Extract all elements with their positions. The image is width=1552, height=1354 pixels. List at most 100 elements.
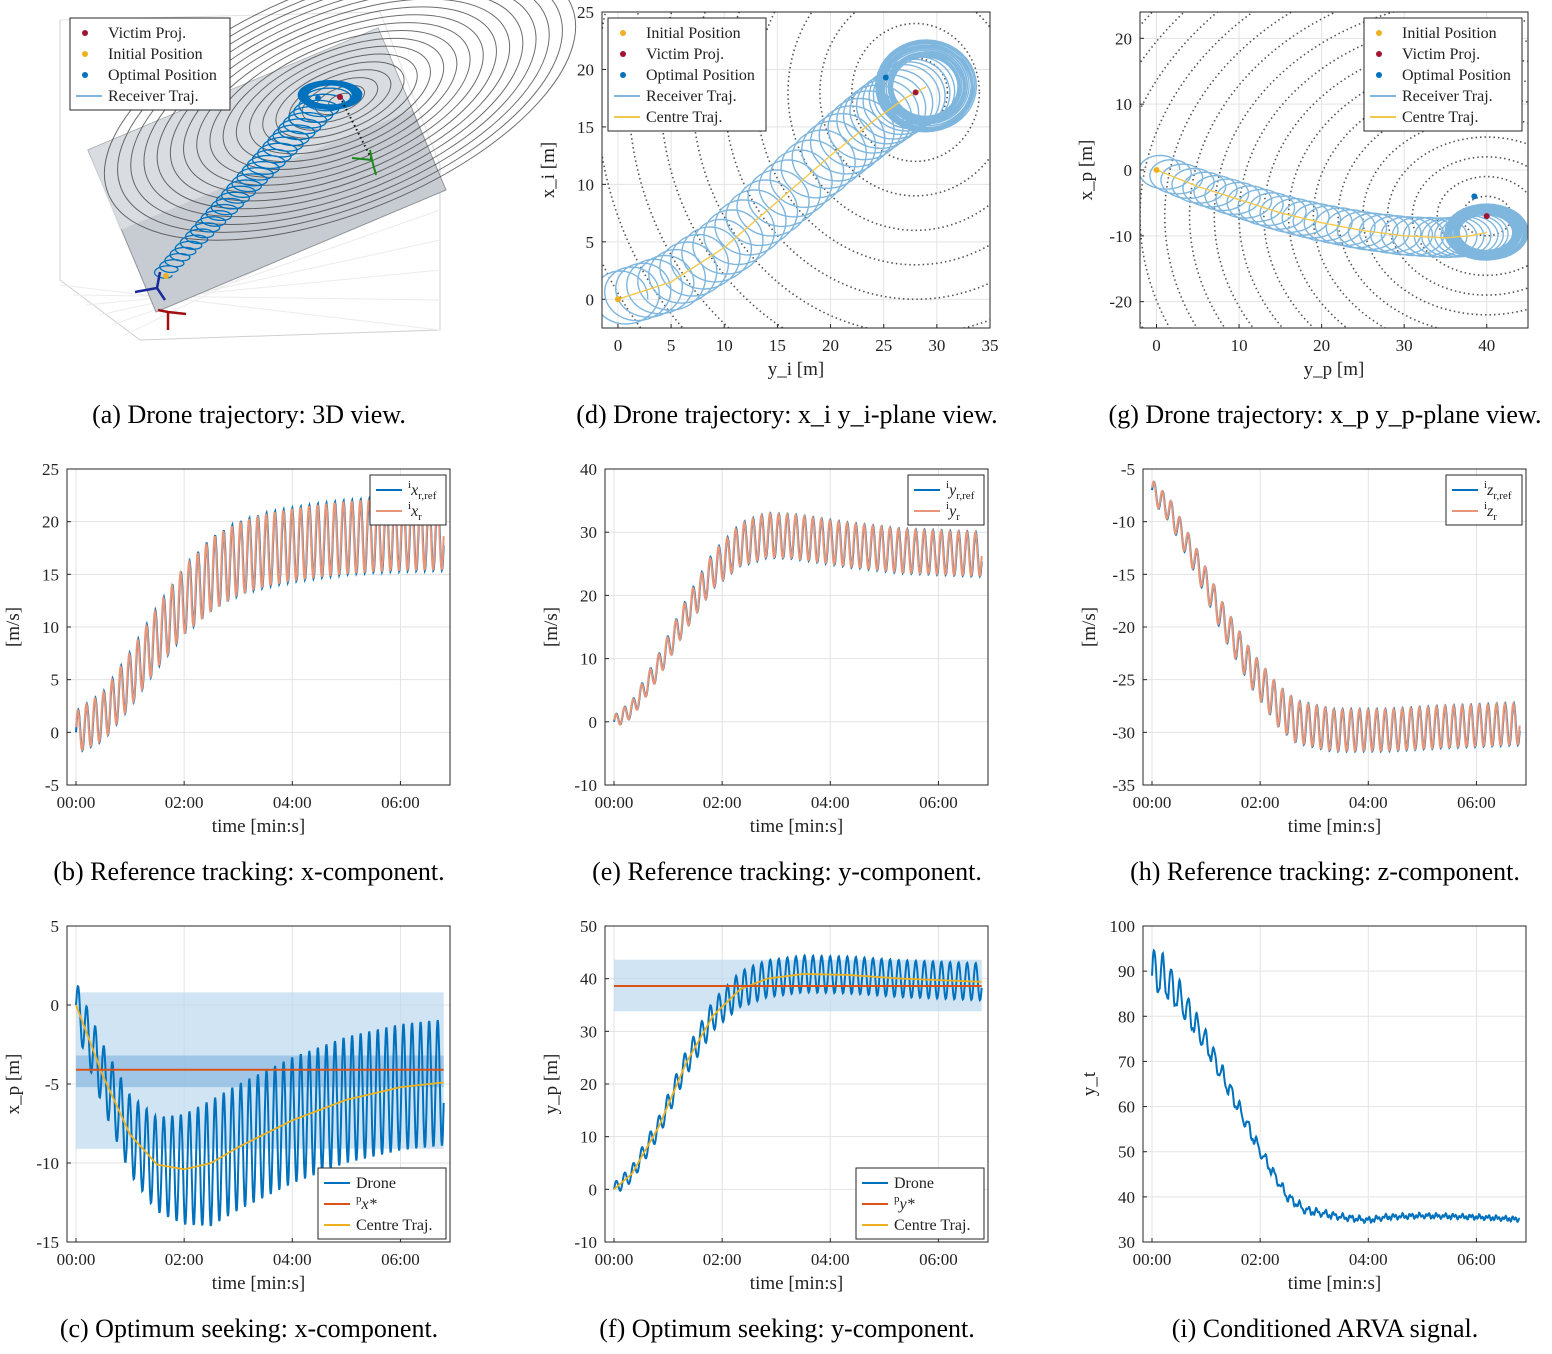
c-xtick-label: 04:00 — [273, 1250, 312, 1269]
i-ytick-label: 40 — [1118, 1188, 1135, 1207]
i-ytick-label: 100 — [1110, 917, 1136, 936]
d-xtick-label: 15 — [769, 336, 786, 355]
g-contour — [1263, 37, 1528, 328]
panel-e-tracking-y: 00:00 02:00 04:00 06:00 -10 0 10 20 30 40 time [mi… — [541, 460, 989, 837]
g-legend-label: Receiver Traj. — [1402, 88, 1493, 105]
a-legend-marker — [82, 30, 88, 36]
c-xtick-label: 02:00 — [165, 1250, 204, 1269]
f-legend-label: Centre Traj. — [894, 1217, 970, 1234]
d-xtick-label: 35 — [982, 336, 999, 355]
a-legend-label: Optimal Position — [108, 67, 217, 84]
g-xtick-label: 0 — [1152, 336, 1161, 355]
f-ytick-label: 40 — [580, 970, 597, 989]
g-optimal-position-marker — [1471, 193, 1478, 200]
d-contour — [787, 12, 990, 232]
f-ytick-label: 10 — [580, 1128, 597, 1147]
a-contour — [143, 0, 537, 218]
b-y-axis-label: [m/s] — [3, 607, 24, 647]
f-y-axis-label: y_p [m] — [541, 1054, 562, 1115]
c-ytick-label: -10 — [36, 1154, 59, 1173]
i-xtick-label: 02:00 — [1241, 1250, 1280, 1269]
h-xtick-label: 06:00 — [1457, 793, 1496, 812]
d-legend-marker — [620, 30, 626, 36]
g-contour — [1436, 175, 1528, 257]
e-ytick-label: 0 — [589, 713, 598, 732]
f-xtick-label: 00:00 — [595, 1250, 634, 1269]
e-x-axis-label: time [min:s] — [750, 816, 843, 837]
d-xtick-label: 20 — [822, 336, 839, 355]
panel-i-arva-signal: 00:00 02:00 04:00 06:00 30 40 50 60 70 80 90 100 tim… — [1079, 917, 1527, 1294]
b-legend-label: ixr — [408, 500, 422, 523]
i-ytick-label: 70 — [1118, 1052, 1135, 1071]
d-xtick-label: 5 — [667, 336, 676, 355]
caption-e: (e) Reference tracking: y-component. — [592, 857, 982, 886]
c-legend-label: Centre Traj. — [356, 1217, 432, 1234]
d-legend-label: Initial Position — [646, 25, 741, 42]
e-xtick-label: 02:00 — [703, 793, 742, 812]
g-xtick-label: 20 — [1313, 336, 1330, 355]
caption-b: (b) Reference tracking: x-component. — [53, 857, 444, 886]
i-ytick-label: 50 — [1118, 1143, 1135, 1162]
c-ytick-label: -15 — [36, 1233, 59, 1252]
i-ytick-label: 30 — [1118, 1233, 1135, 1252]
d-ytick-label: 20 — [577, 60, 594, 79]
d-receiver-traj — [602, 39, 978, 325]
i-ytick-label: 80 — [1118, 1007, 1135, 1026]
e-series-secondary — [613, 511, 983, 726]
f-legend-label: Drone — [894, 1175, 934, 1192]
c-ytick-label: 5 — [51, 917, 60, 936]
g-receiver-traj — [1140, 154, 1528, 261]
d-legend-marker — [620, 51, 626, 57]
h-series-secondary — [1151, 480, 1521, 752]
h-ytick-label: -20 — [1112, 618, 1135, 637]
g-plot-content — [1140, 12, 1528, 328]
i-axes-frame — [1142, 925, 1527, 1243]
e-xtick-label: 04:00 — [811, 793, 850, 812]
d-xtick-label: 30 — [928, 336, 945, 355]
i-ytick-label: 90 — [1118, 962, 1135, 981]
d-optimal-position-marker — [882, 74, 889, 81]
a-box-top — [59, 11, 441, 166]
d-centre-traj — [617, 86, 927, 300]
g-x-axis-label: y_p [m] — [1304, 359, 1365, 380]
f-xtick-label: 04:00 — [811, 1250, 850, 1269]
g-xtick-label: 40 — [1478, 336, 1495, 355]
h-ytick-label: -25 — [1112, 671, 1135, 690]
i-plot-area — [1143, 926, 1526, 1242]
g-legend-label: Victim Proj. — [1402, 46, 1480, 63]
b-x-axis-label: time [min:s] — [212, 816, 305, 837]
c-confidence-band-inner — [76, 1055, 444, 1088]
caption-c: (c) Optimum seeking: x-component. — [60, 1314, 438, 1343]
g-legend-marker — [1376, 51, 1382, 57]
f-x-axis-label: time [min:s] — [750, 1273, 843, 1294]
a-box-edges — [59, 20, 441, 341]
d-legend-marker — [620, 72, 626, 78]
h-legend — [1445, 474, 1523, 526]
h-ytick-label: -5 — [1121, 460, 1135, 479]
b-ytick-label: 10 — [42, 618, 59, 637]
g-centre-traj — [1156, 169, 1487, 239]
a-legend-marker — [82, 51, 88, 57]
caption-g: (g) Drone trajectory: x_p y_p-plane view… — [1109, 400, 1542, 429]
g-contour — [1411, 156, 1528, 277]
caption-h: (h) Reference tracking: z-component. — [1130, 857, 1520, 886]
a-initial-position-marker — [163, 273, 169, 279]
b-ytick-label: 5 — [51, 671, 60, 690]
g-ytick-label: 0 — [1124, 161, 1133, 180]
a-contour — [130, 0, 550, 225]
g-ytick-label: -20 — [1109, 293, 1132, 312]
h-legend-label: izr,ref — [1484, 479, 1512, 502]
d-legend-label: Victim Proj. — [646, 46, 724, 63]
c-xtick-label: 00:00 — [57, 1250, 96, 1269]
b-ytick-label: 0 — [51, 723, 60, 742]
c-centre-traj — [75, 1004, 444, 1171]
d-xtick-label: 25 — [875, 336, 892, 355]
e-legend-label: iyr,ref — [946, 479, 975, 502]
d-ytick-label: 0 — [586, 290, 595, 309]
a-contour — [222, 29, 458, 171]
a-grid-line — [85, 269, 441, 306]
f-series-primary — [613, 953, 983, 1192]
b-series-secondary — [75, 497, 445, 752]
a-victim-drop — [339, 96, 373, 161]
caption-i: (i) Conditioned ARVA signal. — [1172, 1314, 1479, 1343]
